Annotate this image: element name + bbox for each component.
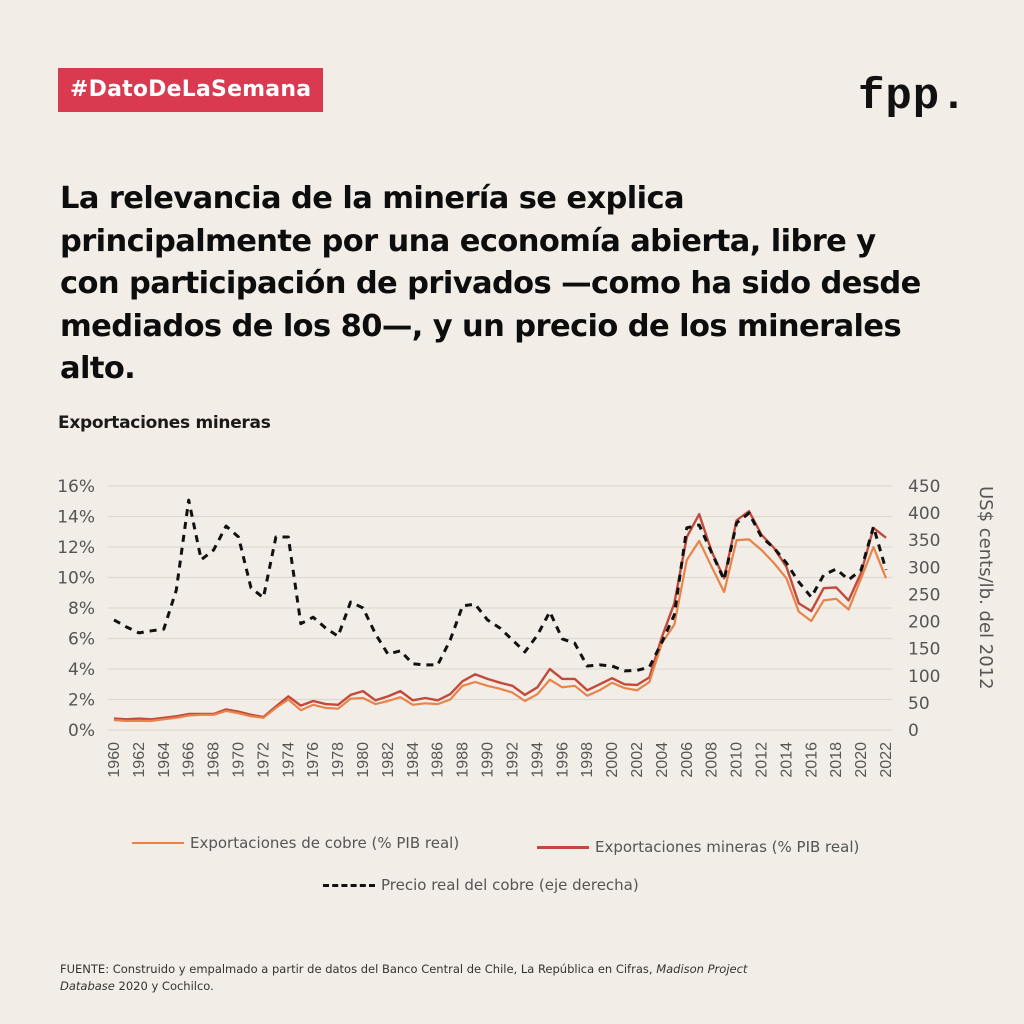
x-tick-label: 1990	[480, 742, 497, 778]
y-left-tick-label: 10%	[57, 569, 95, 589]
x-tick-label: 2002	[629, 742, 646, 778]
x-tick-label: 1982	[380, 742, 397, 778]
y-right-tick-label: 200	[908, 613, 940, 633]
x-tick-label: 2018	[828, 742, 845, 778]
source-italic: Madison Project Database	[60, 962, 748, 993]
right-axis-title: US$ cents/lb. del 2012	[975, 486, 996, 690]
x-tick-label: 1968	[206, 742, 223, 778]
x-tick-label: 2010	[729, 742, 746, 778]
legend-label: Precio real del cobre (eje derecha)	[381, 876, 639, 894]
source-prefix: FUENTE: Construido y empalmado a partir …	[60, 962, 657, 976]
x-tick-label: 2006	[679, 742, 696, 778]
x-tick-label: 1974	[280, 742, 297, 778]
line-chart: 0% 2% 4% 6% 8% 10% 12% 14% 16% 0 50 100 150 200 250 30…	[57, 477, 996, 778]
y-right-tick-label: 50	[908, 694, 930, 714]
x-tick-label: 1980	[355, 742, 372, 778]
legend-item-mining-exports: Exportaciones mineras (% PIB real)	[537, 838, 859, 856]
x-tick-label: 1972	[255, 742, 272, 778]
y-right-tick-label: 300	[908, 558, 940, 578]
x-tick-label: 2008	[704, 742, 721, 778]
x-axis-ticks: 1960 1962 1964 1966 1968 1970 1972 1974 1976 1978…	[106, 742, 895, 778]
x-tick-label: 2014	[778, 742, 795, 778]
source-suffix: 2020 y Cochilco.	[114, 979, 214, 993]
legend-label: Exportaciones mineras (% PIB real)	[595, 838, 860, 856]
x-tick-label: 1998	[579, 742, 596, 778]
series-copper-price-line	[113, 498, 888, 673]
legend-swatch-orange-line	[132, 842, 184, 844]
legend-label: Exportaciones de cobre (% PIB real)	[190, 834, 460, 852]
x-tick-label: 1996	[554, 742, 571, 778]
x-tick-label: 1978	[330, 742, 347, 778]
right-axis-ticks: 0 50 100 150 200 250 300 350 400 450	[908, 477, 940, 741]
y-right-tick-label: 0	[908, 721, 919, 741]
x-tick-label: 1960	[106, 742, 123, 778]
legend-item-copper-exports: Exportaciones de cobre (% PIB real)	[132, 834, 459, 852]
y-left-tick-label: 12%	[57, 538, 95, 558]
x-tick-label: 1964	[156, 742, 173, 778]
chart-title: Exportaciones mineras	[58, 413, 271, 433]
x-tick-label: 1970	[231, 742, 248, 778]
y-left-tick-label: 16%	[57, 477, 95, 497]
x-tick-label: 1966	[181, 742, 198, 778]
x-tick-label: 2020	[853, 742, 870, 778]
y-left-tick-label: 14%	[57, 508, 95, 528]
y-right-tick-label: 250	[908, 585, 940, 605]
left-axis-ticks: 0% 2% 4% 6% 8% 10% 12% 14% 16%	[57, 477, 95, 741]
hashtag-badge: #DatoDeLaSemana	[58, 68, 324, 112]
y-right-tick-label: 450	[908, 477, 940, 497]
x-tick-label: 2022	[878, 742, 895, 778]
x-tick-label: 1976	[305, 742, 322, 778]
legend-item-copper-price: Precio real del cobre (eje derecha)	[323, 876, 639, 894]
x-tick-label: 1992	[504, 742, 521, 778]
y-left-tick-label: 4%	[68, 660, 95, 680]
series-layer	[113, 498, 888, 722]
x-tick-label: 2004	[654, 742, 671, 778]
x-tick-label: 1984	[405, 742, 422, 778]
y-right-tick-label: 350	[908, 531, 940, 551]
x-tick-label: 1988	[455, 742, 472, 778]
fpp-logo: fpp.	[858, 72, 968, 122]
y-left-tick-label: 0%	[68, 721, 95, 741]
x-tick-label: 2016	[803, 742, 820, 778]
gridlines	[108, 485, 892, 731]
y-right-tick-label: 400	[908, 504, 940, 524]
x-tick-label: 1994	[529, 742, 546, 778]
y-right-tick-label: 100	[908, 667, 940, 687]
x-tick-label: 2000	[604, 742, 621, 778]
headline: La relevancia de la minería se explica p…	[60, 181, 921, 386]
x-tick-label: 1962	[131, 742, 148, 778]
source-note: FUENTE: Construido y empalmado a partir …	[60, 961, 760, 995]
x-tick-label: 2012	[753, 742, 770, 778]
y-left-tick-label: 2%	[68, 691, 95, 711]
y-left-tick-label: 6%	[68, 630, 95, 650]
y-right-tick-label: 150	[908, 640, 940, 660]
legend-swatch-red-line	[537, 845, 589, 849]
y-left-tick-label: 8%	[68, 599, 95, 619]
x-tick-label: 1986	[430, 742, 447, 778]
legend-swatch-dashed-line	[323, 883, 375, 887]
series-copper-exports-line	[113, 538, 888, 722]
